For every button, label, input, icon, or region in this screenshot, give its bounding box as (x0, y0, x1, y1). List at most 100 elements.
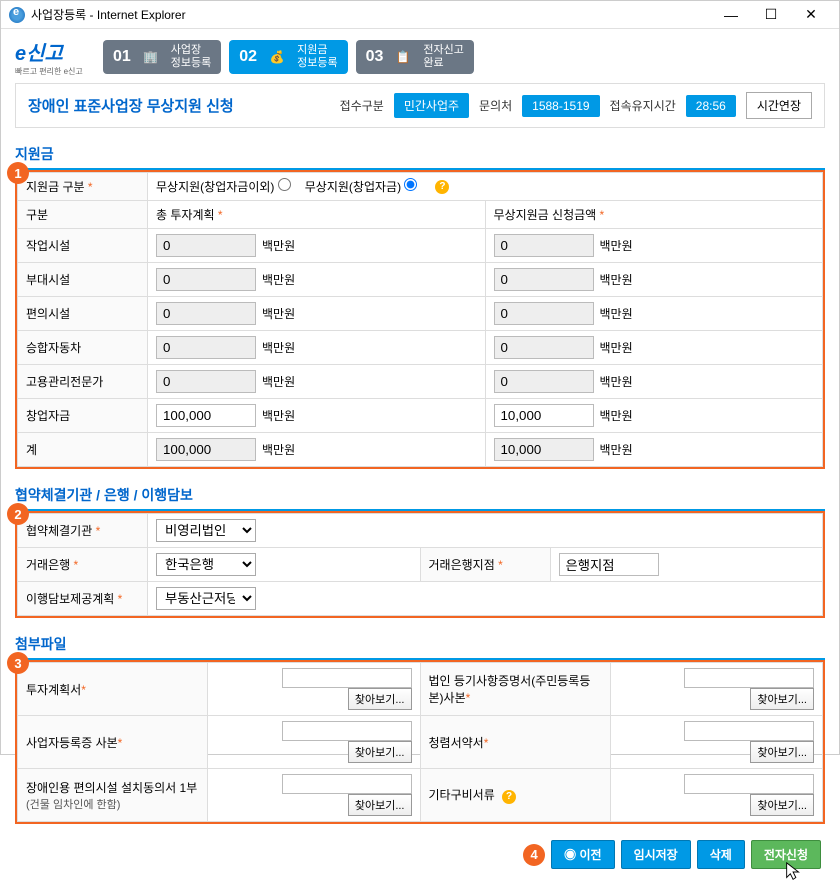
contact-badge: 1588-1519 (522, 95, 599, 117)
logo-main: e신고 (15, 37, 95, 66)
maximize-button[interactable]: ☐ (751, 3, 791, 27)
col-category: 구분 (18, 201, 148, 229)
file-cell: 찾아보기... (610, 769, 823, 822)
org-label: 협약체결기관 * (18, 514, 148, 548)
file-cell: 찾아보기... (208, 716, 421, 769)
radio-2[interactable] (404, 178, 417, 191)
total-input[interactable] (156, 404, 256, 427)
total-input (156, 234, 256, 257)
marker-2: 2 (7, 503, 29, 525)
request-input (494, 234, 594, 257)
radio-option-1[interactable]: 무상지원(창업자금이외) (156, 178, 291, 195)
recv-label: 접수구분 (340, 97, 384, 114)
file-label: 법인 등기사항증명서(주민등록등본)사본* (420, 663, 610, 716)
step-text: 지원금정보등록 (297, 44, 337, 70)
close-button[interactable]: ✕ (791, 3, 831, 27)
header-bar: 장애인 표준사업장 무상지원 신청 접수구분 민간사업주 문의처 1588-15… (15, 83, 825, 128)
row-label: 고용관리전문가 (18, 365, 148, 399)
guarantee-label: 이행담보제공계획 * (18, 582, 148, 616)
unit-label: 백만원 (262, 373, 295, 390)
bank-label: 거래은행 * (18, 548, 148, 582)
row-label: 편의시설 (18, 297, 148, 331)
step-num: 01 (113, 48, 131, 66)
step-02[interactable]: 02 💰 지원금정보등록 (229, 40, 347, 74)
file-cell: 찾아보기... (610, 663, 823, 716)
section1-title: 지원금 (15, 138, 825, 170)
step-01[interactable]: 01 🏢 사업장정보등록 (103, 40, 221, 74)
titlebar: 사업장등록 - Internet Explorer — ☐ ✕ (1, 1, 839, 29)
file-input[interactable] (282, 774, 412, 794)
window-title: 사업장등록 - Internet Explorer (31, 6, 711, 23)
section2-box: 2 협약체결기관 * 비영리법인 거래은행 * 한국은행 거래은행지점 * 이행… (15, 511, 825, 618)
marker-4: 4 (523, 844, 545, 866)
browse-button[interactable]: 찾아보기... (348, 794, 412, 816)
browse-button[interactable]: 찾아보기... (750, 688, 814, 710)
prev-button[interactable]: ◉ 이전 (551, 840, 614, 869)
unit-label: 백만원 (600, 407, 633, 424)
branch-input[interactable] (559, 553, 659, 576)
step-03[interactable]: 03 📋 전자신고완료 (356, 40, 474, 74)
session-label: 접속유지시간 (610, 97, 676, 114)
request-input[interactable] (494, 404, 594, 427)
file-cell: 찾아보기... (610, 716, 823, 769)
unit-label: 백만원 (262, 407, 295, 424)
extend-button[interactable]: 시간연장 (746, 92, 812, 119)
step-text: 전자신고완료 (423, 44, 463, 70)
browse-button[interactable]: 찾아보기... (348, 741, 412, 763)
recv-badge: 민간사업주 (394, 93, 469, 118)
section3-box: 3 투자계획서* 찾아보기...법인 등기사항증명서(주민등록등본)사본* 찾아… (15, 660, 825, 824)
file-input[interactable] (684, 774, 814, 794)
radio-1[interactable] (278, 178, 291, 191)
file-input[interactable] (282, 721, 412, 741)
page-title: 장애인 표준사업장 무상지원 신청 (28, 95, 330, 116)
unit-label: 백만원 (600, 305, 633, 322)
money-icon: 💰 (265, 45, 289, 69)
total-input (156, 302, 256, 325)
section2-title: 협약체결기관 / 은행 / 이행담보 (15, 479, 825, 511)
row-label: 부대시설 (18, 263, 148, 297)
unit-label: 백만원 (262, 441, 295, 458)
step-text: 사업장정보등록 (171, 44, 211, 70)
bottom-buttons: 4 ◉ 이전 임시저장 삭제 전자신청 (15, 834, 825, 875)
delete-button[interactable]: 삭제 (697, 840, 745, 869)
contact-label: 문의처 (479, 97, 512, 114)
minimize-button[interactable]: — (711, 3, 751, 27)
request-input (494, 438, 594, 461)
step-num: 02 (239, 48, 257, 66)
file-input[interactable] (282, 668, 412, 688)
section3-title: 첨부파일 (15, 628, 825, 660)
total-input (156, 370, 256, 393)
radio-option-2[interactable]: 무상지원(창업자금) (305, 178, 418, 195)
unit-label: 백만원 (262, 237, 295, 254)
unit-label: 백만원 (600, 441, 633, 458)
file-input[interactable] (684, 668, 814, 688)
total-input (156, 336, 256, 359)
browse-button[interactable]: 찾아보기... (348, 688, 412, 710)
branch-label: 거래은행지점 * (420, 548, 550, 582)
request-input (494, 302, 594, 325)
marker-1: 1 (7, 162, 29, 184)
bank-select[interactable]: 한국은행 (156, 553, 256, 576)
help-icon[interactable]: ? (435, 180, 449, 194)
browse-button[interactable]: 찾아보기... (750, 741, 814, 763)
file-input[interactable] (684, 721, 814, 741)
file-cell: 찾아보기... (208, 663, 421, 716)
row-label: 계 (18, 433, 148, 467)
browse-button[interactable]: 찾아보기... (750, 794, 814, 816)
unit-label: 백만원 (262, 339, 295, 356)
help-icon[interactable]: ? (502, 790, 516, 804)
total-input (156, 438, 256, 461)
save-button[interactable]: 임시저장 (621, 840, 691, 869)
file-cell: 찾아보기... (208, 769, 421, 822)
support-type-label: 지원금 구분 * (18, 173, 148, 201)
building-icon: 🏢 (139, 45, 163, 69)
col-total: 총 투자계획 * (148, 201, 486, 229)
unit-label: 백만원 (600, 373, 633, 390)
row-label: 창업자금 (18, 399, 148, 433)
guarantee-select[interactable]: 부동산근저당 (156, 587, 256, 610)
org-select[interactable]: 비영리법인 (156, 519, 256, 542)
unit-label: 백만원 (600, 237, 633, 254)
file-label: 청렴서약서* (420, 716, 610, 769)
row-label: 작업시설 (18, 229, 148, 263)
agreement-table: 협약체결기관 * 비영리법인 거래은행 * 한국은행 거래은행지점 * 이행담보… (17, 513, 823, 616)
